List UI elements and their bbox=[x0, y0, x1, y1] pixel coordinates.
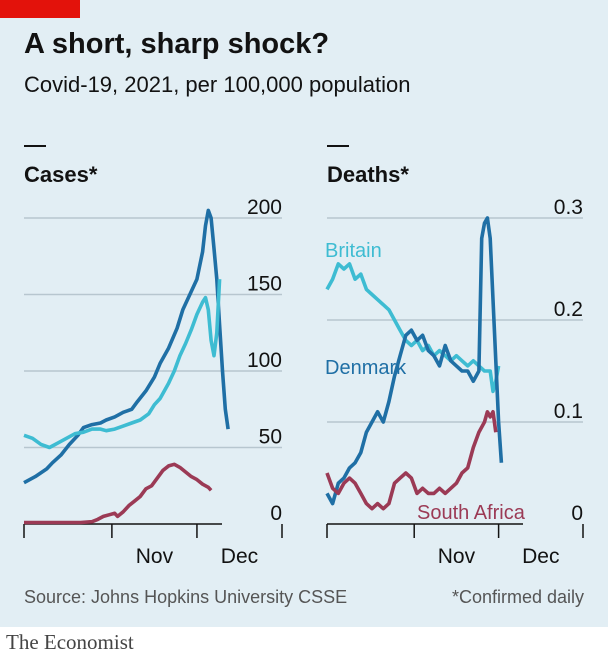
deaths-x-tick-label: Dec bbox=[522, 545, 559, 568]
cases-panel: Cases* 0 50 100 150 200 Nov Dec bbox=[23, 145, 283, 568]
series-label-britain: Britain bbox=[325, 240, 382, 262]
deaths-x-axis: Nov Dec bbox=[326, 523, 584, 568]
deaths-y-tick-label: 0.2 bbox=[554, 298, 583, 321]
cases-y-tick-label: 50 bbox=[259, 426, 282, 449]
cases-grid: 0 50 100 150 200 bbox=[24, 196, 282, 525]
deaths-series-south-africa bbox=[325, 410, 498, 511]
cases-series-south-africa bbox=[24, 462, 213, 525]
deaths-y-tick-label: 0 bbox=[571, 502, 583, 525]
deaths-lines bbox=[325, 216, 504, 511]
cases-lines bbox=[23, 208, 230, 525]
cases-y-tick-label: 150 bbox=[247, 273, 282, 296]
deaths-grid: 0 0.1 0.2 0.3 bbox=[327, 196, 583, 525]
cases-x-tick-label: Dec bbox=[221, 545, 258, 568]
cases-series-britain bbox=[23, 279, 222, 450]
chart-subtitle: Covid-19, 2021, per 100,000 population bbox=[24, 72, 411, 97]
cases-y-tick-label: 0 bbox=[270, 502, 282, 525]
deaths-panel: Deaths* 0 0.1 0.2 0.3 Nov Dec Britain Denmar… bbox=[325, 145, 584, 568]
cases-y-tick-label: 200 bbox=[247, 196, 282, 219]
deaths-y-tick-label: 0.3 bbox=[554, 196, 583, 219]
source-note: Source: Johns Hopkins University CSSE bbox=[24, 587, 347, 607]
footnote: *Confirmed daily bbox=[452, 587, 584, 607]
series-label-denmark: Denmark bbox=[325, 357, 407, 379]
deaths-title: Deaths* bbox=[327, 162, 409, 187]
cases-title: Cases* bbox=[24, 162, 98, 187]
cases-y-tick-label: 100 bbox=[247, 349, 282, 372]
cases-x-axis: Nov Dec bbox=[23, 523, 283, 568]
chart-panel bbox=[0, 0, 608, 627]
deaths-series-denmark bbox=[325, 216, 504, 506]
series-label-south-africa: South Africa bbox=[417, 502, 526, 524]
deaths-y-tick-label: 0.1 bbox=[554, 400, 583, 423]
chart-title: A short, sharp shock? bbox=[24, 28, 330, 60]
cases-x-tick-label: Nov bbox=[136, 545, 174, 568]
cases-series-denmark bbox=[23, 208, 230, 485]
brand-red-tag bbox=[0, 0, 80, 18]
deaths-x-tick-label: Nov bbox=[438, 545, 476, 568]
brand-logo-text: The Economist bbox=[6, 630, 134, 654]
